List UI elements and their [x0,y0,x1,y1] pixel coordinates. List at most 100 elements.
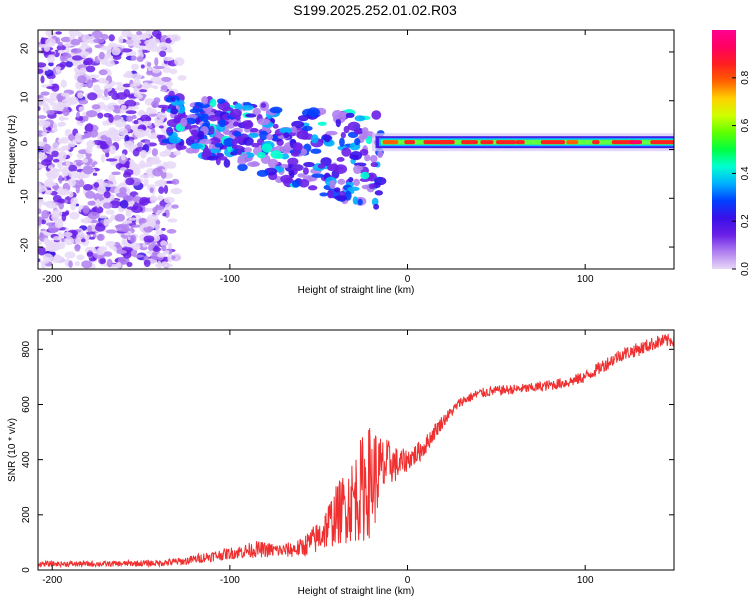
heatmap-cell [54,220,64,229]
heatmap-cell [160,76,172,83]
heatmap-cell [200,113,210,123]
heatmap-cell [70,48,82,54]
heatmap-cell [78,179,85,188]
heatmap-cell [359,177,370,182]
heatmap-cell [245,113,257,118]
heatmap-cell [106,258,113,268]
heatmap-cell [116,87,128,91]
heatmap-cell [61,212,67,222]
heatmap-cell [339,137,345,147]
heatmap-cell [131,205,144,213]
heatmap-cell [139,89,148,93]
heatmap-cell [89,236,96,240]
heatmap-cell [368,183,376,189]
heatmap-cell [81,260,93,269]
x-tick-label: -200 [42,274,62,285]
heatmap-cell [135,39,142,45]
heatmap-cell [38,68,44,75]
x-axis-label: Height of straight line (km) [298,586,415,597]
heatmap-cell [120,48,133,53]
heatmap-cell [77,75,87,84]
heatmap-cell [87,200,96,206]
heatmap-cell [209,98,217,108]
heatmap-cell [288,170,295,176]
heatmap-cell [100,141,107,150]
heatmap-cell [47,54,56,63]
heatmap-cell [145,30,152,39]
heatmap-cell [94,223,106,232]
heatmap-cell [280,163,289,169]
heatmap-cell [92,172,98,176]
heatmap-cell [151,85,158,89]
heatmap-cell [97,112,104,119]
heatmap-cell [46,98,54,104]
heatmap-cell [41,219,47,225]
heatmap-cell [147,61,152,67]
heatmap-cell [42,253,53,262]
snr-plot [38,333,674,569]
heatmap-cell [123,140,134,148]
heatmap-cell [121,247,134,252]
x-tick-label: -200 [42,575,62,586]
heatmap-cell [79,67,87,73]
heatmap-cell [140,64,145,69]
heatmap-cell [105,229,118,234]
y-tick-label: 600 [21,396,32,413]
colorbar-tick-label: 0.6 [740,118,750,132]
heatmap-cell [197,130,205,139]
heatmap-cell [280,174,293,184]
y-tick-label: 200 [21,506,32,523]
heatmap-cell [90,74,100,79]
colorbar-tick-label: 0.8 [740,70,750,84]
heatmap-cell [98,51,105,60]
x-tick-label: 0 [405,274,411,285]
y-axis-label: Frequency (Hz) [7,115,18,184]
heatmap-cell [67,178,77,187]
heatmap-cell [165,37,172,44]
heatmap-cell [151,148,159,157]
y-tick-label: 10 [20,91,31,103]
heatmap-cell [334,195,348,201]
heatmap-cell [136,142,143,148]
heatmap-cell [95,198,101,208]
heatmap-cell [208,148,221,154]
heatmap-cell [39,232,44,238]
heatmap-cell [102,80,110,84]
heatmap-cell [359,148,369,156]
heatmap-cell [155,224,160,232]
heatmap-cell [147,66,153,71]
heatmap-cell [133,86,138,92]
heatmap-cell [279,127,293,134]
heatmap-cell [84,132,92,139]
heatmap-cell [291,179,301,188]
heatmap-cell [158,82,170,86]
heatmap-cell [166,128,174,133]
heatmap-cell [38,258,41,263]
heatmap-cell [38,115,47,119]
heatmap-cell [100,153,106,163]
heatmap-cell [335,118,341,128]
heatmap-cell [132,167,141,176]
heatmap-cell [103,88,109,98]
heatmap-cell [85,190,96,199]
heatmap-cell [129,83,137,88]
heatmap-cell [166,119,180,128]
heatmap-cell [136,56,144,63]
x-tick-label: -100 [220,274,240,285]
heatmap-cell [157,104,169,109]
heatmap-cell [38,119,47,124]
heatmap-cell [114,213,126,222]
heatmap-cell [166,47,172,52]
heatmap-cell [266,134,274,141]
heatmap-cell [103,191,111,199]
heatmap-cell [71,55,83,61]
heatmap-cell [77,31,83,38]
heatmap-cell [120,153,126,161]
heatmap-cell [167,242,173,250]
heatmap-cell [374,190,384,196]
heatmap-cell [85,146,93,154]
heatmap-cell [55,168,68,172]
heatmap-cell [87,225,93,233]
heatmap-cell [161,227,166,231]
